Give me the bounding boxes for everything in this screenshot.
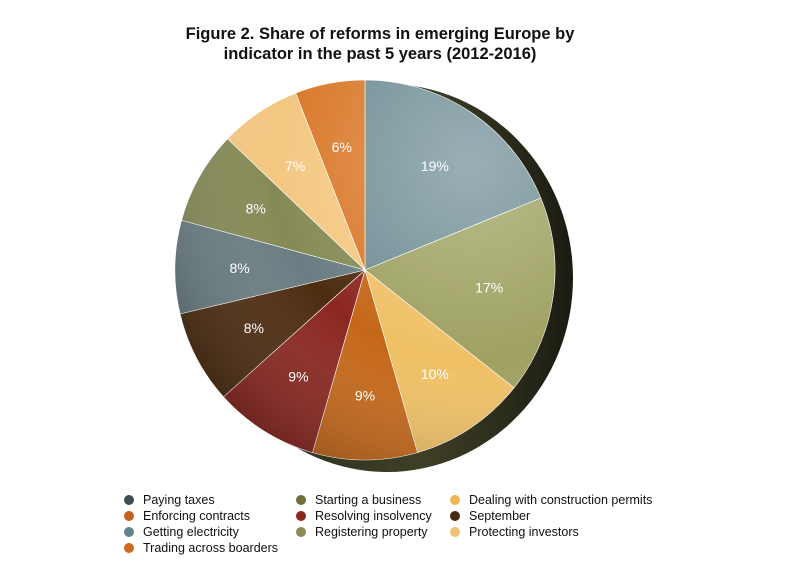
pie-slice-label: 10% <box>421 366 449 382</box>
legend-swatch <box>296 527 306 537</box>
legend-swatch <box>450 511 460 521</box>
legend-swatch <box>296 511 306 521</box>
legend-label: September <box>469 509 531 523</box>
chart-title: Figure 2. Share of reforms in emerging E… <box>150 24 610 64</box>
legend-item: Resolving insolvency <box>296 508 432 524</box>
legend-label: Trading across boarders <box>143 541 279 555</box>
legend-swatch <box>296 495 306 505</box>
legend-label: Registering property <box>315 525 428 539</box>
legend-swatch <box>450 495 460 505</box>
legend-label: Enforcing contracts <box>143 509 250 523</box>
legend-swatch <box>450 527 460 537</box>
legend-label: Getting electricity <box>143 525 239 539</box>
legend-item: Trading across boarders <box>124 540 278 556</box>
legend-swatch <box>124 527 134 537</box>
pie-slice-label: 9% <box>288 368 308 384</box>
legend-swatch <box>124 511 134 521</box>
legend-swatch <box>124 543 134 553</box>
pie-slice-label: 6% <box>332 139 352 155</box>
pie-slice-label: 9% <box>355 387 375 403</box>
pie-slice-label: 19% <box>421 158 449 174</box>
legend-item: Protecting investors <box>450 524 579 540</box>
legend-item: Getting electricity <box>124 524 239 540</box>
legend-item: Registering property <box>296 524 428 540</box>
legend-item: Paying taxes <box>124 492 215 508</box>
chart-title-line-2: indicator in the past 5 years (2012-2016… <box>223 45 537 63</box>
legend-label: Dealing with construction permits <box>469 493 653 507</box>
legend-item: Starting a business <box>296 492 421 508</box>
pie-shading <box>175 80 555 460</box>
legend-label: Paying taxes <box>143 493 215 507</box>
legend-item: Enforcing contracts <box>124 508 250 524</box>
pie-slice-label: 8% <box>246 200 266 216</box>
legend-item: Dealing with construction permits <box>450 492 652 508</box>
legend-item: September <box>450 508 530 524</box>
pie-sheen <box>175 80 555 460</box>
chart-title-line-1: Figure 2. Share of reforms in emerging E… <box>185 25 575 43</box>
pie-slice-label: 7% <box>285 158 305 174</box>
legend-label: Resolving insolvency <box>315 509 432 523</box>
legend-label: Starting a business <box>315 493 422 507</box>
legend-label: Protecting investors <box>469 525 579 539</box>
pie-slice-label: 8% <box>244 320 264 336</box>
pie-slice-label: 17% <box>475 279 503 295</box>
legend-swatch <box>124 495 134 505</box>
pie-slice-label: 8% <box>229 260 249 276</box>
pie-labels: 19% 17% 10% 9% 9% 8% 8% 8% 7% 6% <box>229 139 503 404</box>
